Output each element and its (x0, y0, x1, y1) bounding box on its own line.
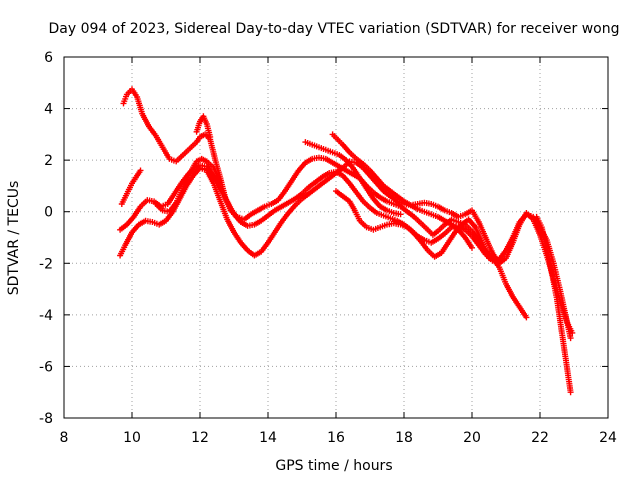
grid (64, 57, 608, 418)
x-tick-label: 12 (191, 430, 209, 446)
data-points-arc9 (333, 188, 492, 262)
x-axis-label: GPS time / hours (275, 458, 392, 474)
series-arc1 (120, 86, 530, 321)
y-tick-label: 2 (44, 153, 53, 169)
x-tick-label: 24 (599, 430, 617, 446)
x-tick-label: 18 (395, 430, 413, 446)
x-tick-label: 16 (327, 430, 345, 446)
y-tick-label: -4 (39, 308, 53, 324)
series-arc7 (302, 139, 404, 218)
data-points-arc7 (302, 139, 404, 218)
series-arc5 (152, 155, 224, 215)
y-axis-label: SDTVAR / TECUs (6, 181, 22, 296)
series-arc6 (193, 113, 214, 140)
axis-ticks (63, 56, 609, 419)
y-tick-label: 6 (44, 50, 53, 66)
y-tick-label: -6 (39, 359, 53, 375)
series-arc9 (333, 188, 492, 262)
series-arc10 (533, 213, 574, 396)
data-points-arc10 (533, 213, 574, 396)
x-tick-label: 10 (123, 430, 141, 446)
y-tick-label: 0 (44, 205, 53, 221)
x-tick-label: 22 (531, 430, 549, 446)
data-points-arc1 (120, 86, 530, 321)
y-tick-label: 4 (44, 102, 53, 118)
series-arc8 (329, 131, 475, 251)
data-points-arc5 (152, 155, 224, 215)
y-tick-label: -8 (39, 411, 53, 427)
data-points-arc8 (329, 131, 475, 251)
x-tick-label: 14 (259, 430, 277, 446)
plot-frame (63, 56, 609, 419)
y-tick-label: -2 (39, 256, 53, 272)
data-points-arc2 (118, 167, 144, 207)
x-tick-label: 20 (463, 430, 481, 446)
chart-title: Day 094 of 2023, Sidereal Day-to-day VTE… (49, 21, 620, 37)
x-tick-label: 8 (60, 430, 69, 446)
data-points-arc6 (193, 113, 214, 140)
series-arc2 (118, 167, 144, 207)
data-series (117, 86, 576, 396)
